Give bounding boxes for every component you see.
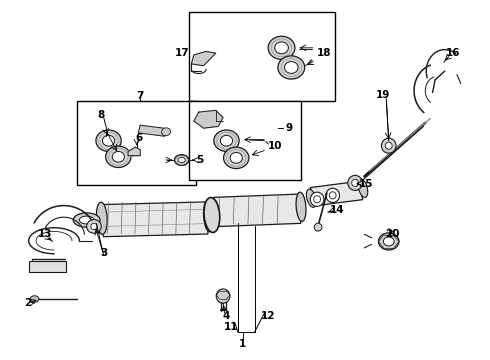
- Ellipse shape: [87, 220, 101, 233]
- Ellipse shape: [209, 199, 220, 229]
- Ellipse shape: [278, 56, 305, 79]
- Ellipse shape: [268, 36, 295, 59]
- Text: 2: 2: [24, 298, 32, 308]
- Ellipse shape: [383, 237, 394, 246]
- Text: 15: 15: [359, 179, 373, 189]
- Ellipse shape: [296, 192, 306, 221]
- Text: 11: 11: [224, 322, 239, 332]
- Text: 13: 13: [38, 229, 52, 239]
- Text: 10: 10: [268, 141, 282, 151]
- Ellipse shape: [91, 223, 97, 230]
- Text: 5: 5: [196, 155, 203, 165]
- Text: 19: 19: [376, 90, 390, 100]
- Text: 14: 14: [330, 205, 345, 215]
- Ellipse shape: [378, 233, 399, 250]
- Ellipse shape: [174, 155, 189, 165]
- Ellipse shape: [112, 152, 124, 162]
- Bar: [189, 12, 335, 102]
- Text: 8: 8: [98, 110, 105, 120]
- Bar: [102, 202, 208, 237]
- Text: 18: 18: [317, 48, 332, 58]
- Ellipse shape: [216, 289, 230, 303]
- Text: 3: 3: [100, 248, 107, 258]
- Ellipse shape: [223, 147, 249, 168]
- Ellipse shape: [385, 142, 392, 149]
- Ellipse shape: [310, 192, 324, 206]
- Text: 17: 17: [174, 48, 189, 58]
- Polygon shape: [194, 111, 223, 128]
- Ellipse shape: [106, 146, 131, 167]
- Ellipse shape: [275, 42, 288, 54]
- Bar: [77, 102, 196, 185]
- Text: 16: 16: [446, 48, 461, 58]
- Ellipse shape: [314, 196, 320, 203]
- Text: 1: 1: [239, 339, 246, 348]
- Ellipse shape: [306, 189, 316, 207]
- Text: 20: 20: [385, 229, 400, 239]
- Text: 7: 7: [137, 91, 144, 101]
- Ellipse shape: [96, 130, 121, 152]
- Ellipse shape: [214, 130, 239, 152]
- Text: 6: 6: [136, 133, 143, 143]
- Ellipse shape: [97, 202, 107, 234]
- Bar: [29, 261, 66, 272]
- Bar: [214, 194, 301, 227]
- Ellipse shape: [285, 62, 298, 73]
- Polygon shape: [192, 51, 216, 66]
- Bar: [189, 102, 301, 180]
- Ellipse shape: [329, 192, 336, 199]
- Ellipse shape: [381, 138, 396, 153]
- Ellipse shape: [203, 200, 214, 232]
- Ellipse shape: [326, 188, 340, 203]
- Ellipse shape: [230, 153, 243, 163]
- Polygon shape: [128, 147, 140, 156]
- Ellipse shape: [162, 128, 171, 136]
- Text: 12: 12: [261, 311, 276, 321]
- Ellipse shape: [204, 198, 220, 233]
- Bar: [138, 125, 167, 136]
- Text: 9: 9: [285, 123, 293, 133]
- Ellipse shape: [358, 179, 368, 197]
- Ellipse shape: [178, 157, 185, 163]
- Ellipse shape: [352, 179, 359, 186]
- Ellipse shape: [73, 213, 100, 227]
- Ellipse shape: [102, 135, 115, 146]
- Ellipse shape: [220, 135, 233, 146]
- Ellipse shape: [348, 175, 363, 190]
- Text: 4: 4: [223, 311, 230, 321]
- Circle shape: [30, 296, 39, 302]
- Ellipse shape: [314, 223, 322, 231]
- Bar: [310, 181, 363, 206]
- Ellipse shape: [79, 216, 94, 224]
